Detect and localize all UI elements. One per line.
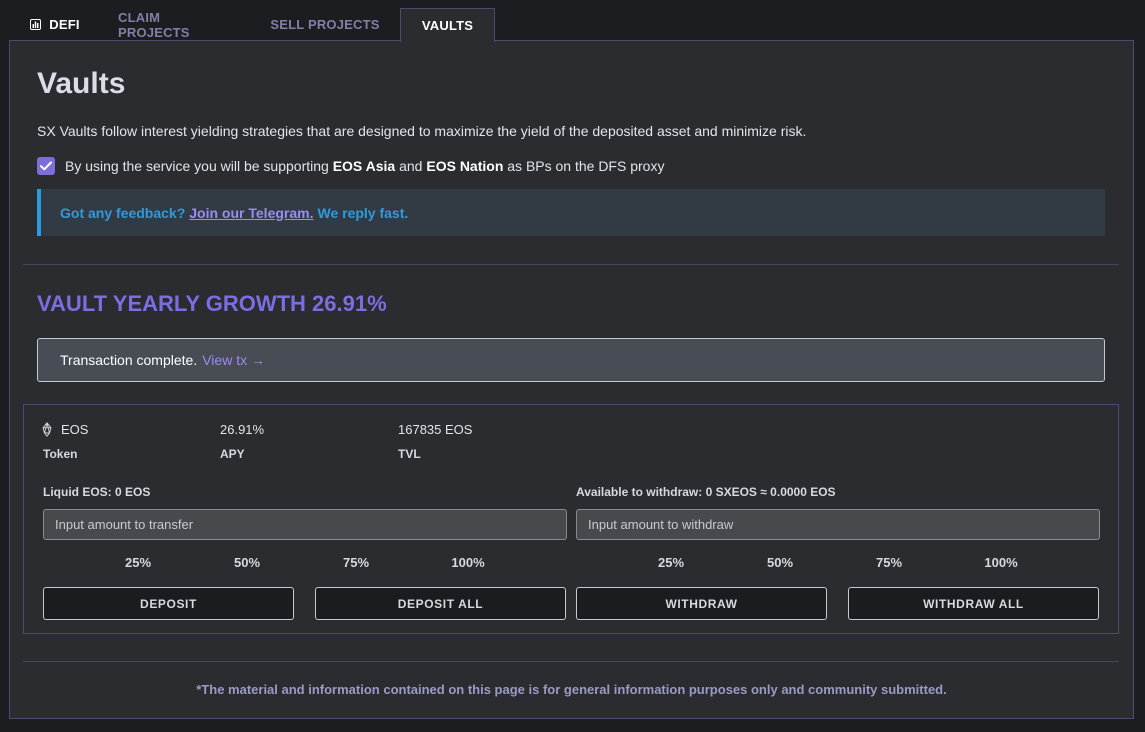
deposit-50-percent[interactable]: 50% xyxy=(233,555,261,570)
token-label: Token xyxy=(43,447,78,461)
feedback-banner: Got any feedback? Join our Telegram. We … xyxy=(37,189,1105,236)
deposit-button[interactable]: DEPOSIT xyxy=(43,587,294,620)
consent-bp1: EOS Asia xyxy=(332,158,396,174)
consent-row: By using the service you will be support… xyxy=(37,157,664,175)
consent-suffix: as BPs on the DFS proxy xyxy=(507,158,665,174)
deposit-75-percent[interactable]: 75% xyxy=(342,555,370,570)
withdraw-balance-label: Available to withdraw: 0 SXEOS ≈ 0.0000 … xyxy=(576,485,836,499)
vaults-panel: Vaults SX Vaults follow interest yieldin… xyxy=(9,40,1134,719)
transaction-message: Transaction complete. xyxy=(60,352,198,368)
page-title: Vaults xyxy=(37,67,126,100)
token-symbol: EOS xyxy=(61,422,89,437)
vault-growth-heading: VAULT YEARLY GROWTH 26.91% xyxy=(37,291,387,316)
feedback-prefix: Got any feedback? xyxy=(60,204,186,221)
consent-bp2: EOS Nation xyxy=(426,158,504,174)
deposit-25-percent[interactable]: 25% xyxy=(124,555,152,570)
page-description: SX Vaults follow interest yielding strat… xyxy=(37,123,807,139)
consent-checkbox[interactable] xyxy=(37,157,55,175)
token-value: EOS xyxy=(42,422,88,437)
chart-icon xyxy=(30,19,42,30)
withdraw-all-button[interactable]: WITHDRAW ALL xyxy=(848,587,1099,620)
tab-sell-projects[interactable]: SELL PROJECTS xyxy=(270,17,380,32)
deposit-100-percent[interactable]: 100% xyxy=(451,555,485,570)
withdraw-75-percent[interactable]: 75% xyxy=(875,555,903,570)
apy-label: APY xyxy=(220,447,245,461)
apy-value: 26.91% xyxy=(220,422,265,437)
checkmark-icon xyxy=(40,161,52,171)
tab-defi[interactable]: DEFI xyxy=(10,8,100,41)
tvl-value: 167835 EOS xyxy=(398,422,473,437)
consent-and: and xyxy=(399,158,423,174)
tab-vaults[interactable]: VAULTS xyxy=(400,8,495,42)
withdraw-50-percent[interactable]: 50% xyxy=(766,555,794,570)
withdraw-100-percent[interactable]: 100% xyxy=(984,555,1018,570)
telegram-link[interactable]: Join our Telegram. xyxy=(189,204,314,221)
view-tx-link[interactable]: View tx → xyxy=(202,352,265,368)
vault-card: EOS Token 26.91% APY 167835 EOS TVL Liqu… xyxy=(23,404,1119,634)
withdraw-25-percent[interactable]: 25% xyxy=(657,555,685,570)
footer-divider xyxy=(23,661,1119,662)
tab-defi-label: DEFI xyxy=(49,17,80,32)
withdraw-button[interactable]: WITHDRAW xyxy=(576,587,827,620)
tab-bar: DEFI CLAIM PROJECTS SELL PROJECTS VAULTS xyxy=(10,8,495,42)
eos-icon xyxy=(42,422,52,437)
tvl-label: TVL xyxy=(398,447,421,461)
divider xyxy=(23,264,1119,265)
consent-text: By using the service you will be support… xyxy=(65,158,664,174)
deposit-amount-input[interactable] xyxy=(43,509,567,540)
deposit-all-button[interactable]: DEPOSIT ALL xyxy=(315,587,566,620)
withdraw-amount-input[interactable] xyxy=(576,509,1100,540)
transaction-status: Transaction complete. View tx → xyxy=(37,338,1105,382)
consent-prefix: By using the service you will be support… xyxy=(65,158,329,174)
tab-claim-projects[interactable]: CLAIM PROJECTS xyxy=(118,9,190,40)
liquid-balance-label: Liquid EOS: 0 EOS xyxy=(43,485,151,499)
feedback-suffix: We reply fast. xyxy=(317,204,409,221)
disclaimer-footer: *The material and information contained … xyxy=(196,682,947,697)
